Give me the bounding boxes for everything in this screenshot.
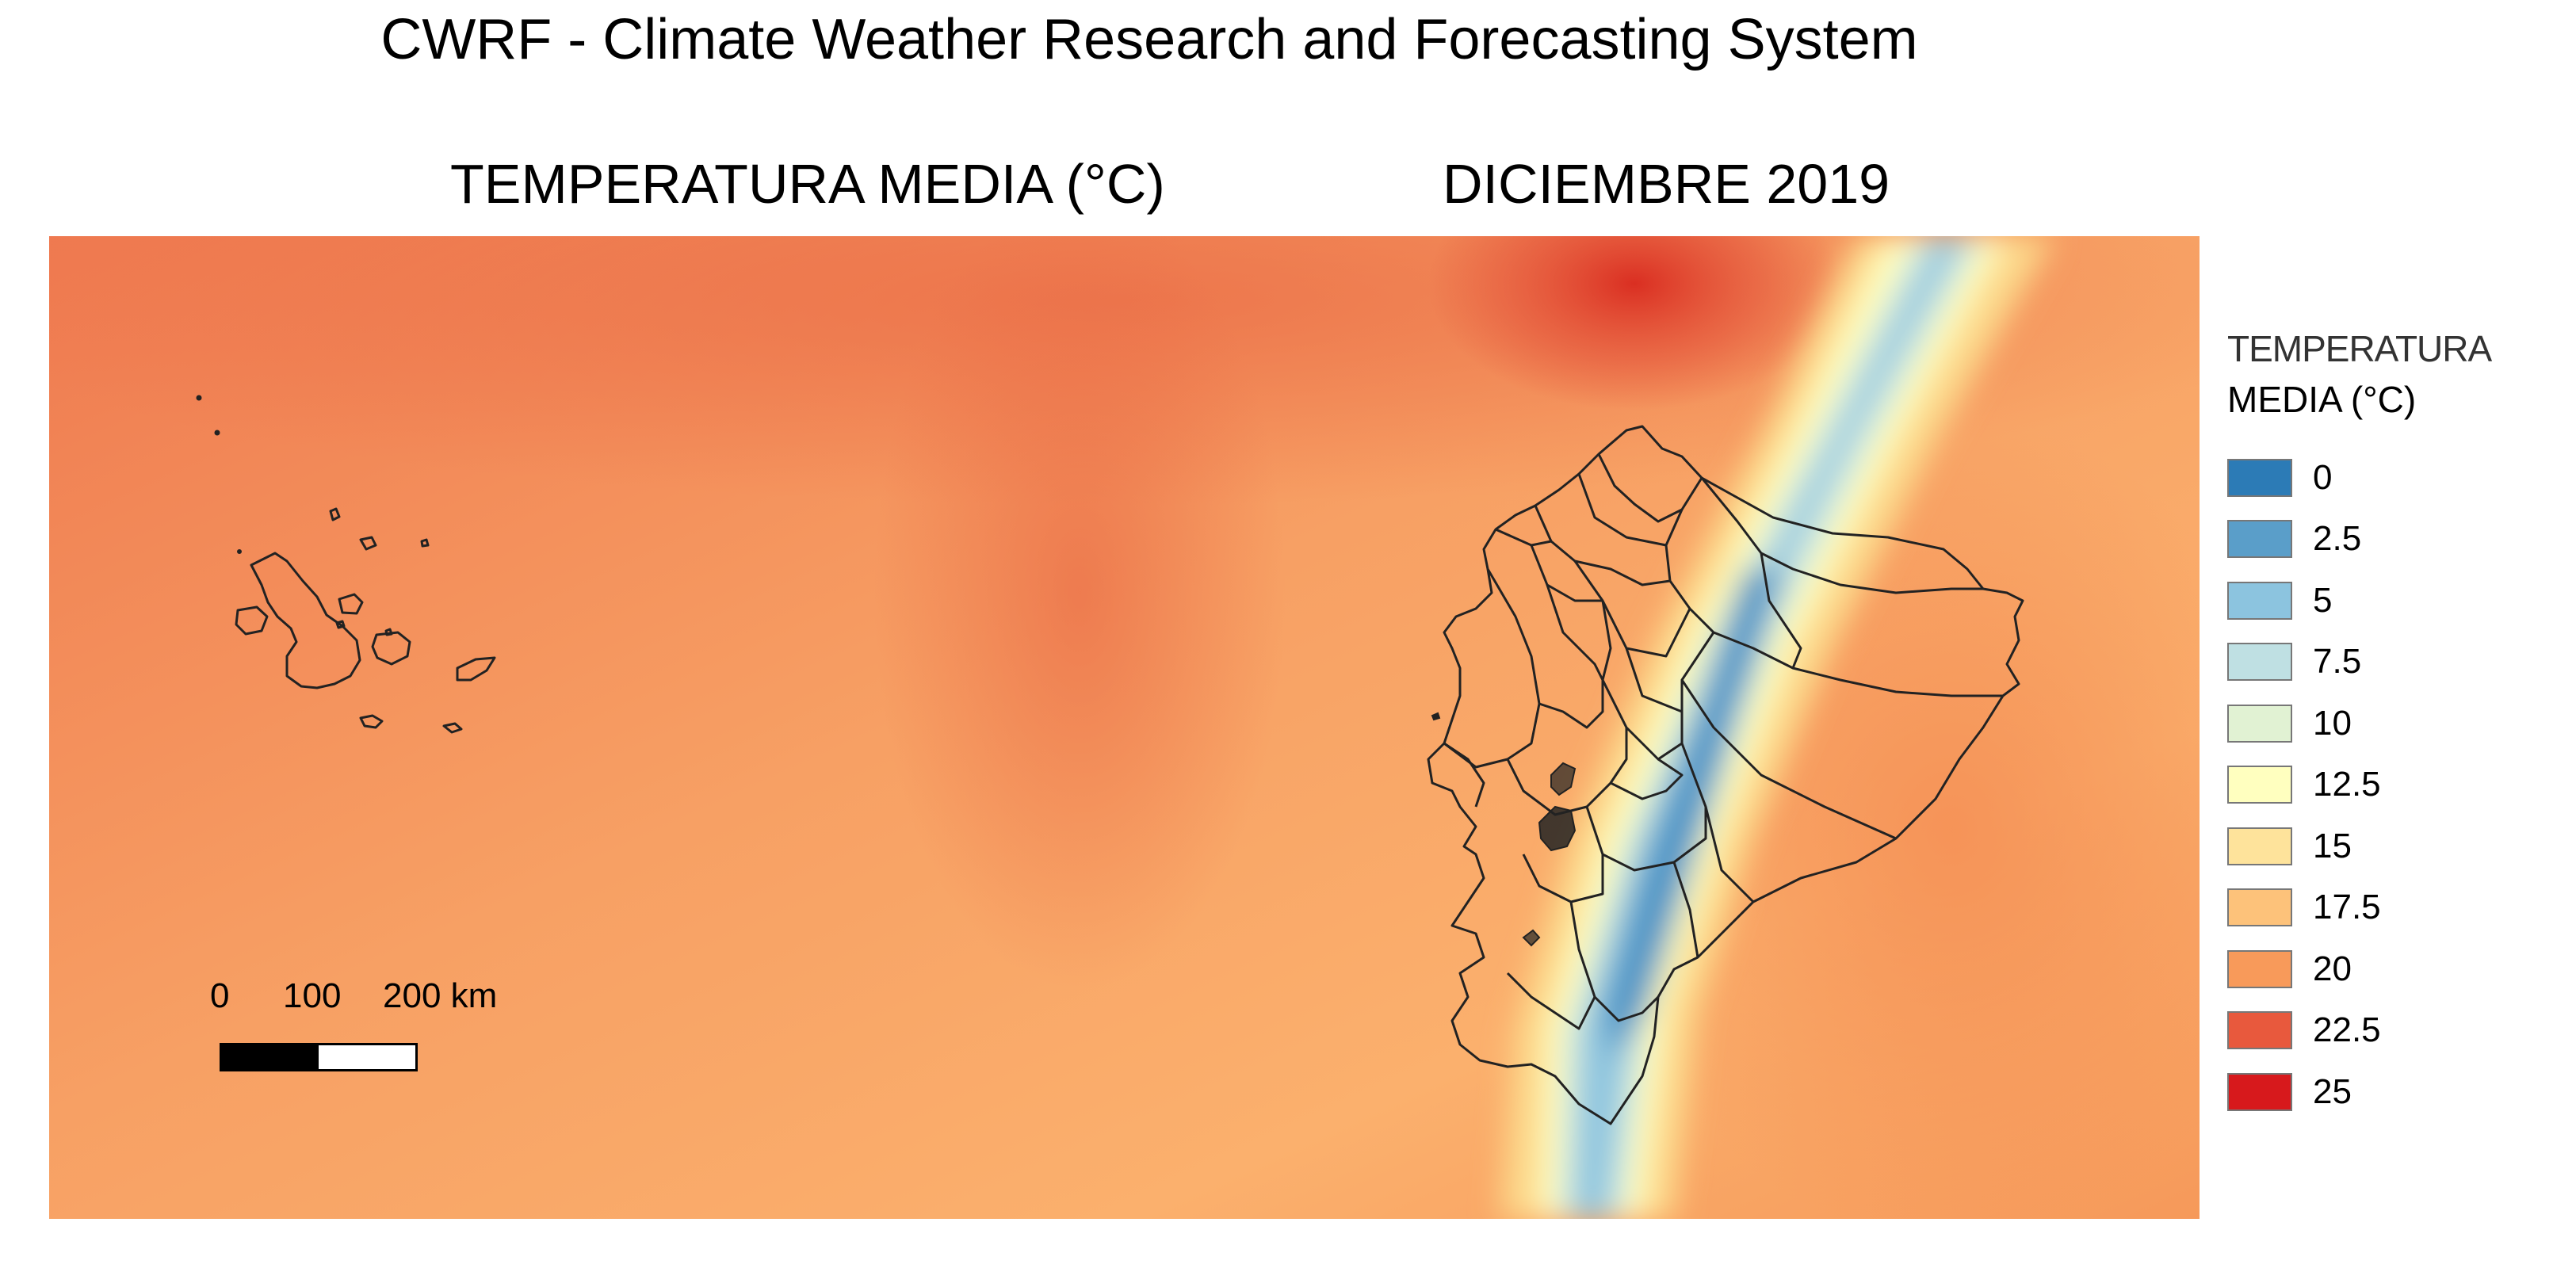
island-floreana	[359, 714, 384, 729]
island-isabela	[250, 552, 361, 689]
scale-label-100: 100	[283, 976, 342, 1015]
province-border-zamora	[1672, 861, 1699, 958]
province-border-azuay	[1585, 806, 1707, 872]
island-baltra	[384, 628, 393, 636]
legend-title-line2: MEDIA (°C)	[2227, 379, 2417, 420]
mangrove-estuary	[1550, 762, 1577, 796]
legend-label: 15	[2313, 826, 2352, 865]
gulf-islands	[1431, 712, 1577, 947]
ecuador-outline	[1427, 425, 2024, 1125]
legend-swatch	[2227, 827, 2292, 865]
legend-swatch	[2227, 520, 2292, 559]
legend-item: 20	[2227, 938, 2560, 1000]
island-santiago	[338, 593, 364, 615]
island-genovesa	[420, 538, 430, 548]
scale-bar-white-segment	[319, 1045, 415, 1069]
galapagos-islands	[196, 395, 496, 734]
map-title-variable: TEMPERATURA MEDIA (°C)	[450, 153, 1165, 215]
island-la-plata	[1431, 712, 1441, 721]
province-border-morona	[1680, 743, 1755, 903]
island-espanola	[442, 722, 463, 734]
legend-item: 7.5	[2227, 632, 2560, 693]
legend-title-line1: TEMPERATURA	[2227, 328, 2492, 369]
province-border-los-rios	[1538, 584, 1604, 729]
legend: TEMPERATURA MEDIA (°C) 0 2.5 5 7.5 10 12.5 15 1…	[2227, 323, 2560, 1123]
island-wolf	[196, 395, 202, 401]
legend-item: 5	[2227, 570, 2560, 632]
legend-label: 17.5	[2313, 888, 2381, 927]
main-title: CWRF - Climate Weather Research and Fore…	[380, 8, 1918, 71]
legend-swatch	[2227, 704, 2292, 743]
legend-item: 12.5	[2227, 754, 2560, 816]
legend-label: 5	[2313, 580, 2333, 620]
scale-label-0: 0	[210, 976, 230, 1015]
province-border-manabi	[1443, 568, 1541, 769]
legend-item: 2.5	[2227, 509, 2560, 571]
province-border-canar	[1610, 758, 1684, 800]
map-title-period: DICIEMBRE 2019	[1443, 153, 1890, 215]
legend-swatch	[2227, 888, 2292, 927]
legend-swatch	[2227, 581, 2292, 620]
legend-swatch	[2227, 458, 2292, 497]
province-border-south-loja	[1506, 972, 1596, 1030]
province-border-orellana	[1760, 552, 1802, 669]
legend-label: 10	[2313, 703, 2352, 743]
legend-swatch	[2227, 766, 2292, 804]
island-rabida	[335, 620, 346, 629]
province-border-sucumbios	[1700, 477, 1983, 594]
legend-label: 7.5	[2313, 642, 2362, 682]
island-islet	[237, 549, 242, 554]
warm-zone-center	[873, 236, 1286, 989]
province-border-santa-elena	[1443, 742, 1485, 808]
legend-items: 0 2.5 5 7.5 10 12.5 15 17.5 20 22.5 25	[2227, 447, 2560, 1123]
legend-label: 20	[2313, 949, 2352, 988]
legend-swatch	[2227, 949, 2292, 988]
hot-zone-northeast	[1428, 236, 1840, 411]
legend-label: 12.5	[2313, 765, 2381, 804]
island-marchena	[359, 536, 377, 551]
province-border-bolivar	[1601, 600, 1612, 681]
legend-item: 15	[2227, 815, 2560, 877]
legend-label: 25	[2313, 1071, 2352, 1111]
legend-item: 25	[2227, 1061, 2560, 1123]
scale-label-200: 200 km	[383, 976, 498, 1015]
island-santa-cruz	[371, 631, 411, 666]
legend-item: 10	[2227, 693, 2560, 754]
province-border-carchi	[1597, 453, 1703, 523]
island-pinta	[329, 507, 341, 521]
province-border-imbabura	[1577, 473, 1684, 547]
legend-item: 22.5	[2227, 1000, 2560, 1062]
island-puna	[1538, 805, 1577, 852]
scale-bar	[220, 1043, 418, 1071]
legend-swatch	[2227, 1072, 2292, 1111]
province-border-santo-domingo	[1530, 544, 1603, 602]
legend-item: 0	[2227, 447, 2560, 509]
scale-bar-labels: 0 100 200 km	[210, 976, 543, 1024]
ecuador-mainland-provinces	[1427, 425, 2024, 1125]
island-san-cristobal	[456, 656, 496, 682]
island-fernandina	[235, 605, 269, 636]
temperature-map[interactable]	[49, 236, 2200, 1219]
island-darwin	[214, 430, 220, 436]
province-border-tungurahua	[1625, 647, 1684, 713]
legend-label: 22.5	[2313, 1010, 2381, 1050]
province-border-pastaza	[1680, 632, 1897, 840]
legend-swatch	[2227, 643, 2292, 682]
legend-label: 2.5	[2313, 519, 2362, 559]
province-border-loja	[1569, 901, 1660, 1022]
legend-item: 17.5	[2227, 877, 2560, 939]
scale-bar-black-segment	[222, 1045, 319, 1069]
legend-label: 0	[2313, 457, 2333, 497]
legend-swatch	[2227, 1011, 2292, 1050]
island-jambeli	[1522, 929, 1541, 947]
